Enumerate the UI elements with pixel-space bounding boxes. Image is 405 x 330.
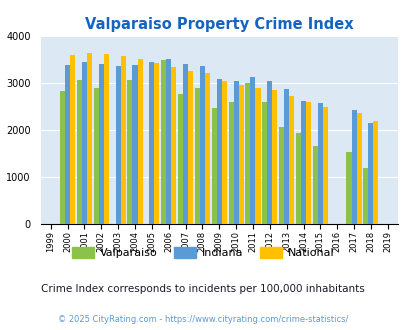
Bar: [149, 62, 154, 224]
Bar: [137, 59, 142, 224]
Bar: [245, 83, 250, 224]
Bar: [154, 63, 159, 224]
Bar: [177, 94, 183, 224]
Bar: [65, 65, 70, 224]
Bar: [356, 114, 361, 224]
Bar: [120, 55, 126, 224]
Bar: [238, 85, 243, 224]
Bar: [228, 102, 233, 224]
Bar: [104, 54, 109, 224]
Bar: [266, 82, 272, 224]
Bar: [115, 66, 120, 224]
Bar: [300, 101, 305, 224]
Bar: [70, 55, 75, 224]
Bar: [188, 71, 193, 224]
Bar: [77, 80, 82, 224]
Bar: [216, 79, 221, 224]
Bar: [312, 146, 317, 224]
Bar: [183, 64, 188, 224]
Bar: [132, 65, 137, 224]
Bar: [295, 133, 300, 224]
Text: Crime Index corresponds to incidents per 100,000 inhabitants: Crime Index corresponds to incidents per…: [41, 284, 364, 294]
Bar: [205, 74, 209, 224]
Bar: [199, 66, 205, 224]
Bar: [233, 82, 238, 224]
Bar: [221, 82, 226, 224]
Bar: [161, 60, 166, 224]
Bar: [166, 59, 171, 224]
Bar: [171, 67, 176, 224]
Bar: [250, 77, 255, 224]
Bar: [82, 62, 87, 224]
Bar: [194, 88, 199, 224]
Bar: [317, 103, 322, 224]
Bar: [255, 88, 260, 224]
Bar: [211, 108, 216, 224]
Bar: [278, 127, 284, 224]
Bar: [94, 88, 98, 224]
Bar: [367, 123, 373, 224]
Bar: [272, 90, 277, 224]
Bar: [351, 110, 356, 224]
Text: © 2025 CityRating.com - https://www.cityrating.com/crime-statistics/: © 2025 CityRating.com - https://www.city…: [58, 315, 347, 324]
Bar: [60, 91, 65, 224]
Bar: [322, 107, 327, 224]
Bar: [98, 64, 104, 224]
Bar: [262, 102, 266, 224]
Bar: [345, 152, 351, 224]
Bar: [362, 168, 367, 224]
Bar: [373, 121, 377, 224]
Legend: Valparaiso, Indiana, National: Valparaiso, Indiana, National: [67, 242, 338, 263]
Bar: [305, 102, 310, 224]
Title: Valparaiso Property Crime Index: Valparaiso Property Crime Index: [85, 17, 353, 32]
Bar: [87, 53, 92, 224]
Bar: [127, 80, 132, 224]
Bar: [284, 89, 288, 224]
Bar: [288, 96, 294, 224]
